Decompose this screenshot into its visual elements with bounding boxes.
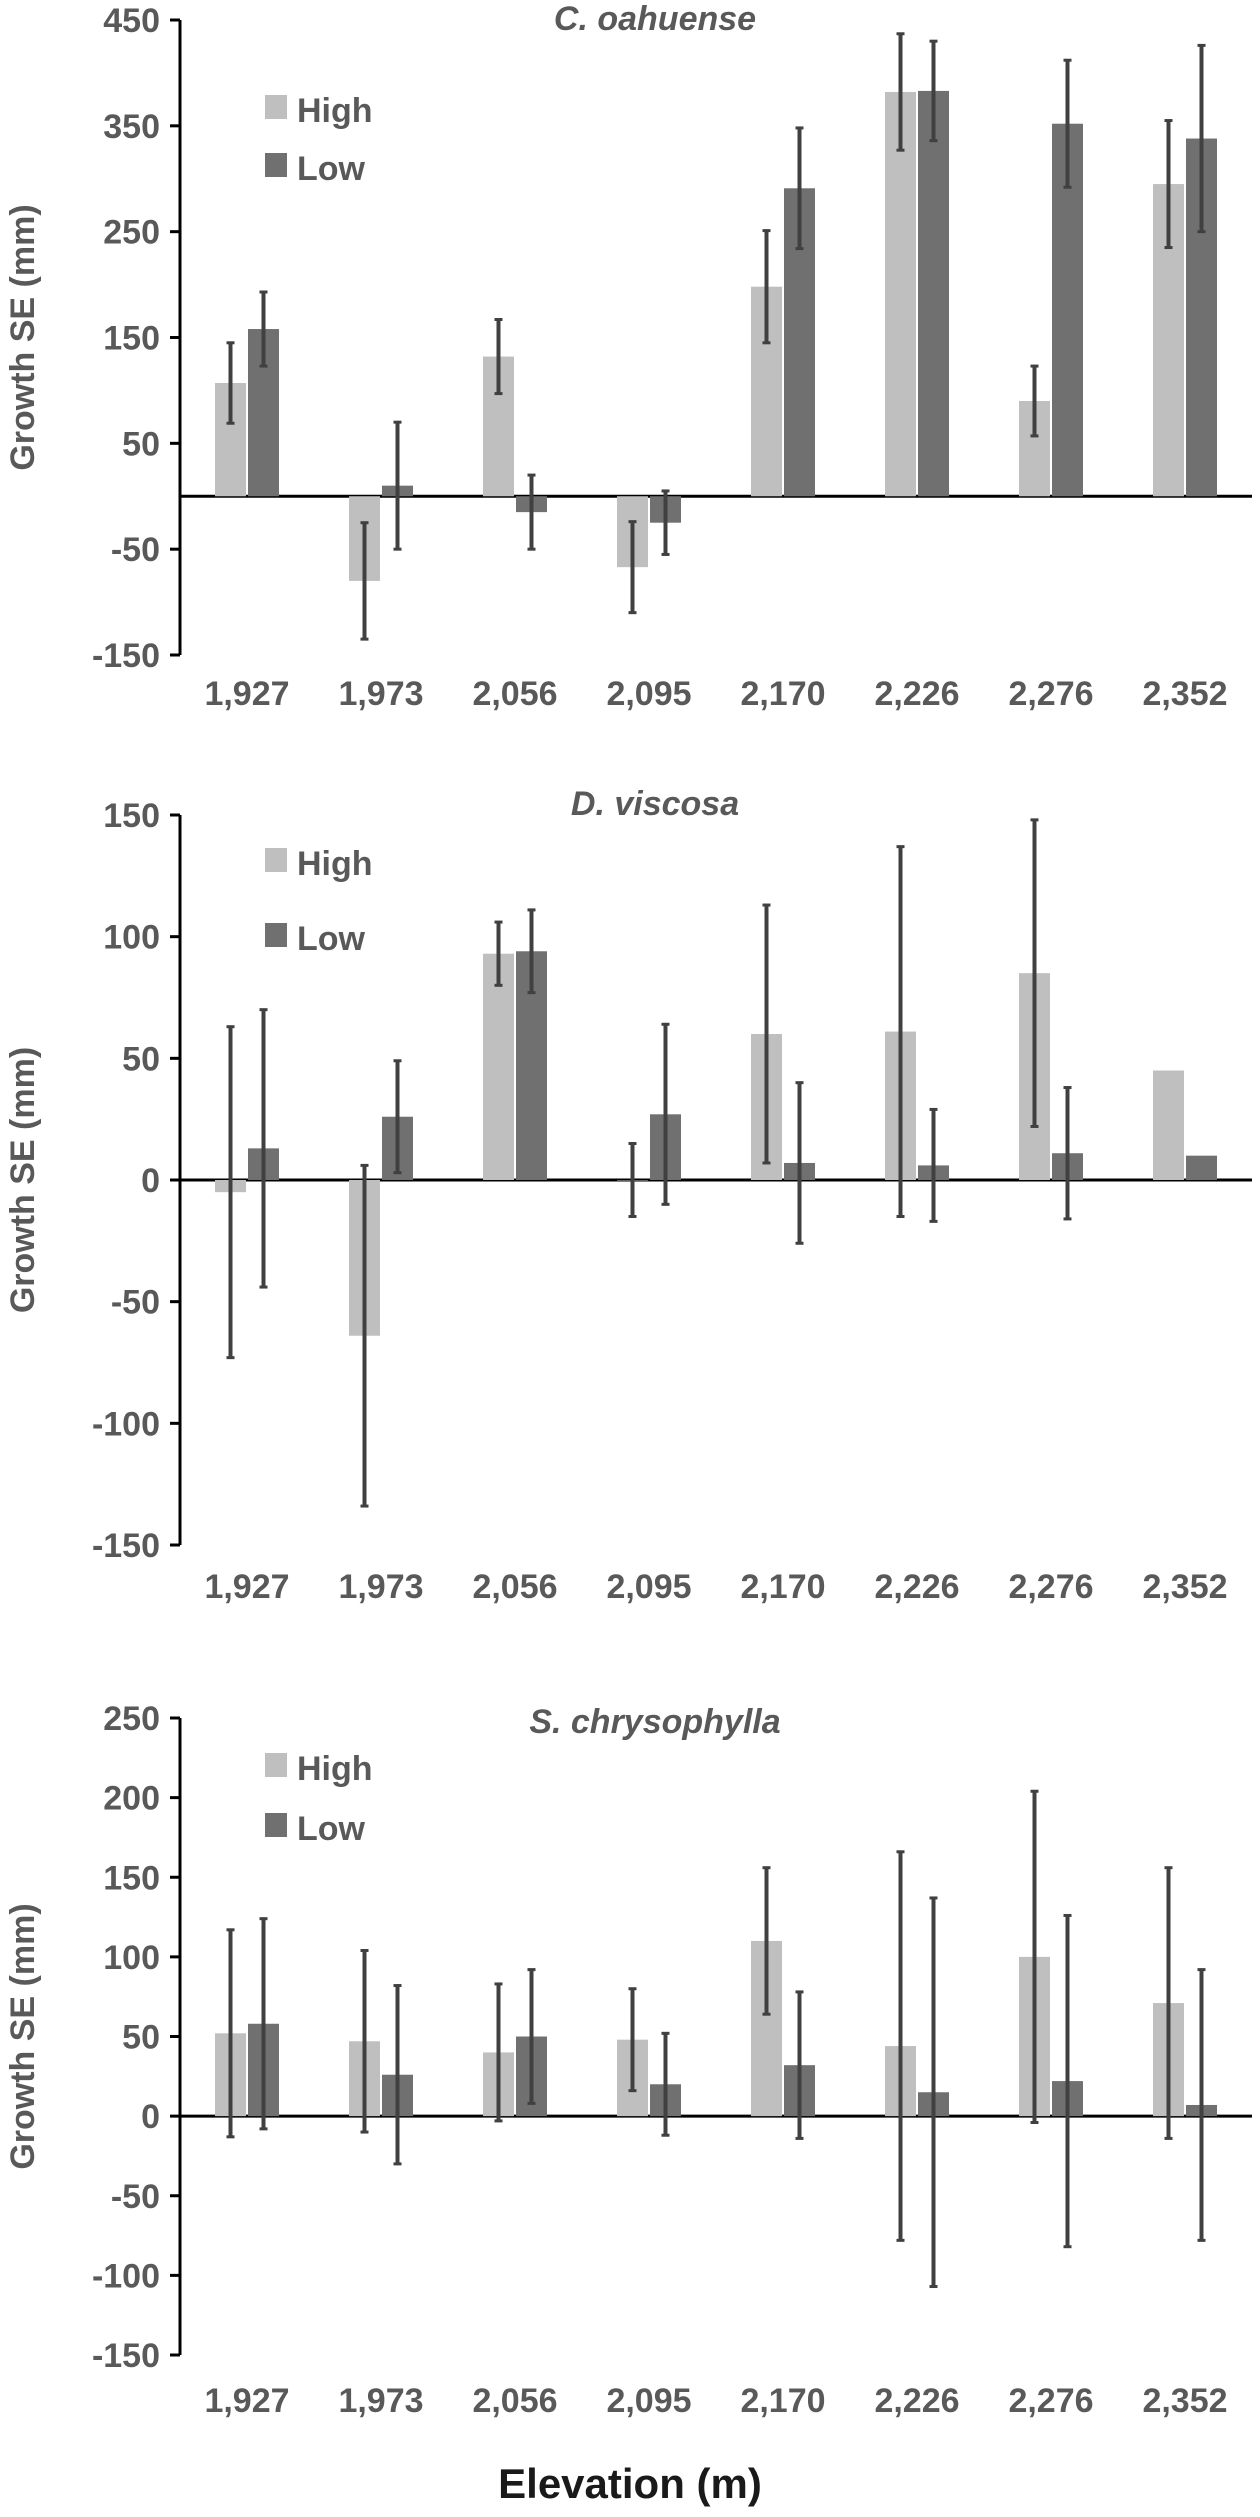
- y-tick-label: 150: [103, 1859, 160, 1897]
- x-tick-label: 1,973: [338, 1568, 423, 1606]
- chart-panel-3: 250 200 150 100 50 0 -50 -100 -150 Growth SE (mm)…: [4, 1700, 1252, 2420]
- legend-label-low: Low: [297, 150, 366, 188]
- y-tick-label: 450: [103, 2, 160, 40]
- x-tick-label: 2,276: [1008, 2382, 1093, 2420]
- bar-high: [483, 953, 514, 1180]
- y-tick-label: -50: [111, 1284, 160, 1322]
- y-tick-label: 100: [103, 1939, 160, 1977]
- legend-swatch-high: [265, 1753, 287, 1777]
- x-tick-label: 2,056: [472, 2382, 557, 2420]
- x-tick-label: 1,927: [204, 2382, 289, 2420]
- legend-swatch-low: [265, 923, 287, 947]
- x-tick-label: 1,927: [204, 675, 289, 713]
- y-tick-label: -100: [92, 2257, 160, 2295]
- x-tick-label: 2,276: [1008, 1568, 1093, 1606]
- x-tick-label: 2,095: [606, 1568, 691, 1606]
- legend-label-low: Low: [297, 920, 366, 958]
- y-tick-label: -150: [92, 2337, 160, 2375]
- y-tick-label: 50: [122, 2019, 160, 2057]
- bar-low: [1186, 1155, 1217, 1180]
- legend-label-high: High: [297, 1750, 373, 1788]
- x-tick-label: 2,352: [1142, 2382, 1227, 2420]
- legend-swatch-high: [265, 95, 287, 119]
- y-tick-label: 250: [103, 1700, 160, 1738]
- y-axis-title: Growth SE (mm): [4, 1047, 42, 1313]
- y-axis-title: Growth SE (mm): [4, 1903, 42, 2169]
- chart-title: C. oahuense: [554, 0, 756, 38]
- bar-high: [1153, 1070, 1184, 1180]
- legend-swatch-low: [265, 1813, 287, 1837]
- x-tick-label: 2,170: [740, 2382, 825, 2420]
- x-tick-label: 2,352: [1142, 1568, 1227, 1606]
- y-axis-title: Growth SE (mm): [4, 204, 42, 470]
- y-tick-label: 200: [103, 1780, 160, 1818]
- y-tick-label: 150: [103, 797, 160, 835]
- x-tick-label: 2,170: [740, 1568, 825, 1606]
- legend-swatch-low: [265, 153, 287, 177]
- legend-label-high: High: [297, 92, 373, 130]
- y-tick-label: 150: [103, 320, 160, 358]
- y-tick-label: -150: [92, 637, 160, 675]
- x-tick-label: 2,226: [874, 2382, 959, 2420]
- y-tick-label: 350: [103, 108, 160, 146]
- x-tick-label: 2,352: [1142, 675, 1227, 713]
- legend-label-high: High: [297, 845, 373, 883]
- y-tick-label: 250: [103, 214, 160, 252]
- chart-title: S. chrysophylla: [529, 1703, 780, 1741]
- y-tick-label: 100: [103, 919, 160, 957]
- y-tick-label: -150: [92, 1527, 160, 1565]
- y-tick-label: 50: [122, 425, 160, 463]
- y-tick-label: -50: [111, 531, 160, 569]
- chart-panel-1: 450 350 250 150 50 -50 -150 Growth SE (mm) C. oa…: [4, 0, 1252, 713]
- x-tick-label: 1,973: [338, 2382, 423, 2420]
- y-tick-label: -50: [111, 2178, 160, 2216]
- legend-label-low: Low: [297, 1810, 366, 1848]
- bar-high: [885, 91, 916, 497]
- x-axis-title: Elevation (m): [498, 2460, 762, 2507]
- y-tick-label: 0: [141, 2098, 160, 2136]
- x-tick-label: 2,056: [472, 675, 557, 713]
- bar-low: [918, 90, 949, 497]
- x-tick-label: 2,095: [606, 2382, 691, 2420]
- x-tick-label: 2,226: [874, 675, 959, 713]
- x-tick-label: 2,170: [740, 675, 825, 713]
- x-tick-label: 2,276: [1008, 675, 1093, 713]
- legend-swatch-high: [265, 848, 287, 872]
- chart-panel-2: 150 100 50 0 -50 -100 -150 Growth SE (mm) D. vis…: [4, 785, 1252, 1606]
- x-tick-label: 1,973: [338, 675, 423, 713]
- x-tick-label: 2,226: [874, 1568, 959, 1606]
- x-tick-label: 2,056: [472, 1568, 557, 1606]
- x-tick-label: 2,095: [606, 675, 691, 713]
- y-tick-label: 50: [122, 1040, 160, 1078]
- y-tick-label: -100: [92, 1405, 160, 1443]
- x-tick-label: 1,927: [204, 1568, 289, 1606]
- y-tick-label: 0: [141, 1162, 160, 1200]
- chart-title: D. viscosa: [571, 785, 739, 823]
